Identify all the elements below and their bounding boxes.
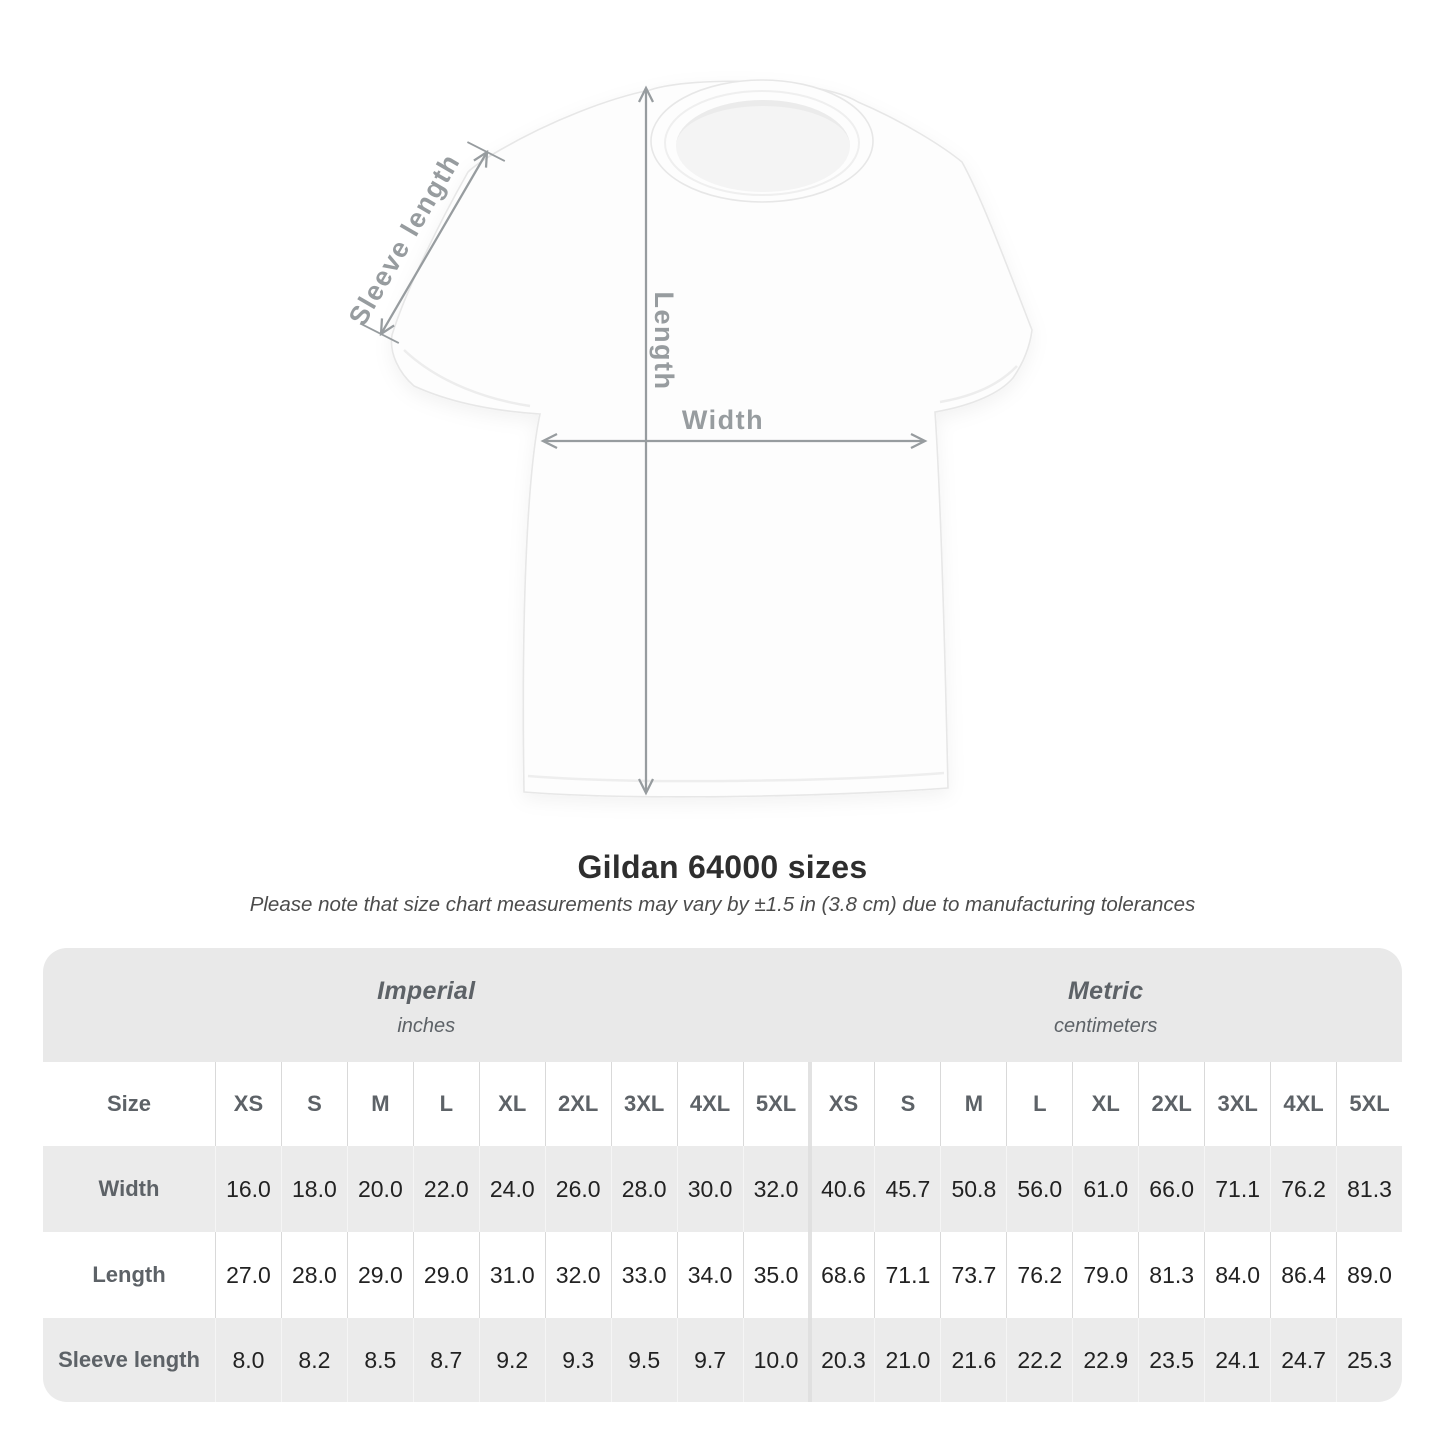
sleeve-length-arrow [360,141,506,344]
value-metric: 79.0 [1072,1232,1139,1318]
value-imperial: 8.2 [280,1318,347,1402]
measurement-annotations [360,85,928,796]
width-arrow [540,432,928,450]
value-imperial: 35.0 [742,1232,809,1318]
size-header-imperial: S [280,1062,347,1146]
value-imperial: 24.0 [478,1146,545,1232]
value-imperial: 28.0 [610,1146,677,1232]
size-grid: Size XS S M L XL 2XL 3XL 4XL 5XL XS S M L XL 2XL 3XL 4XL 5… [43,1062,1402,1402]
page-title: Gildan 64000 sizes [577,849,868,885]
size-table: Imperial inches Metric centimeters Size X… [43,948,1402,1402]
size-header-metric: XL [1072,1062,1139,1146]
size-header-metric: 2XL [1138,1062,1205,1146]
value-metric: 68.6 [808,1232,875,1318]
size-header-imperial: 4XL [676,1062,743,1146]
metric-unit: centimeters [1054,1014,1158,1037]
value-metric: 45.7 [874,1146,941,1232]
value-metric: 22.9 [1072,1318,1139,1402]
width-label: Width [682,405,764,435]
size-header-metric: S [874,1062,941,1146]
size-header-metric: 5XL [1336,1062,1402,1146]
value-imperial: 31.0 [478,1232,545,1318]
size-header-imperial: 5XL [742,1062,809,1146]
value-metric: 71.1 [874,1232,941,1318]
value-imperial: 22.0 [412,1146,479,1232]
value-imperial: 9.7 [676,1318,743,1402]
imperial-unit: inches [397,1014,456,1037]
value-imperial: 16.0 [215,1146,281,1232]
value-imperial: 29.0 [412,1232,479,1318]
value-metric: 81.3 [1336,1146,1402,1232]
row-label: Width [43,1146,215,1232]
value-metric: 73.7 [940,1232,1007,1318]
size-header-metric: L [1006,1062,1073,1146]
value-metric: 86.4 [1270,1232,1337,1318]
value-metric: 76.2 [1270,1146,1337,1232]
value-metric: 81.3 [1138,1232,1205,1318]
value-imperial: 33.0 [610,1232,677,1318]
value-imperial: 20.0 [346,1146,413,1232]
value-imperial: 8.7 [412,1318,479,1402]
row-label: Length [43,1232,215,1318]
tshirt-shape [390,79,1033,798]
value-metric: 20.3 [808,1318,875,1402]
size-header-metric: M [940,1062,1007,1146]
length-label: Length [649,292,679,391]
unit-header-band: Imperial inches Metric centimeters [43,948,1402,1062]
value-metric: 50.8 [940,1146,1007,1232]
value-metric: 25.3 [1336,1318,1402,1402]
size-header-metric: XS [808,1062,875,1146]
tshirt-illustration: Width Length Sleeve length [343,79,1033,798]
value-metric: 24.1 [1204,1318,1271,1402]
tshirt-measurement-diagram: Width Length Sleeve length [343,79,1033,798]
value-metric: 66.0 [1138,1146,1205,1232]
value-metric: 21.6 [940,1318,1007,1402]
value-metric: 61.0 [1072,1146,1139,1232]
value-metric: 89.0 [1336,1232,1402,1318]
value-imperial: 34.0 [676,1232,743,1318]
value-imperial: 8.5 [346,1318,413,1402]
value-metric: 21.0 [874,1318,941,1402]
value-imperial: 28.0 [280,1232,347,1318]
value-imperial: 8.0 [215,1318,281,1402]
value-imperial: 9.5 [610,1318,677,1402]
size-header-imperial: L [412,1062,479,1146]
size-header-imperial: 2XL [544,1062,611,1146]
value-metric: 40.6 [808,1146,875,1232]
value-metric: 76.2 [1006,1232,1073,1318]
value-metric: 56.0 [1006,1146,1073,1232]
value-metric: 71.1 [1204,1146,1271,1232]
value-imperial: 10.0 [742,1318,809,1402]
value-imperial: 26.0 [544,1146,611,1232]
metric-section-header: Metric centimeters [809,948,1402,1062]
value-metric: 84.0 [1204,1232,1271,1318]
size-header-imperial: XS [215,1062,281,1146]
tolerance-note: Please note that size chart measurements… [249,893,1196,916]
size-header-metric: 4XL [1270,1062,1337,1146]
value-imperial: 27.0 [215,1232,281,1318]
value-imperial: 18.0 [280,1146,347,1232]
size-header-imperial: M [346,1062,413,1146]
value-metric: 24.7 [1270,1318,1337,1402]
row-label: Sleeve length [43,1318,215,1402]
tshirt-collar [650,79,874,203]
size-header-imperial: 3XL [610,1062,677,1146]
imperial-title: Imperial [377,976,476,1005]
value-imperial: 32.0 [544,1232,611,1318]
value-imperial: 9.3 [544,1318,611,1402]
value-imperial: 9.2 [478,1318,545,1402]
value-metric: 23.5 [1138,1318,1205,1402]
value-imperial: 30.0 [676,1146,743,1232]
value-imperial: 29.0 [346,1232,413,1318]
value-metric: 22.2 [1006,1318,1073,1402]
size-header-imperial: XL [478,1062,545,1146]
size-corner-header: Size [43,1062,215,1146]
value-imperial: 32.0 [742,1146,809,1232]
metric-title: Metric [1068,976,1144,1005]
size-header-metric: 3XL [1204,1062,1271,1146]
imperial-section-header: Imperial inches [43,948,809,1062]
